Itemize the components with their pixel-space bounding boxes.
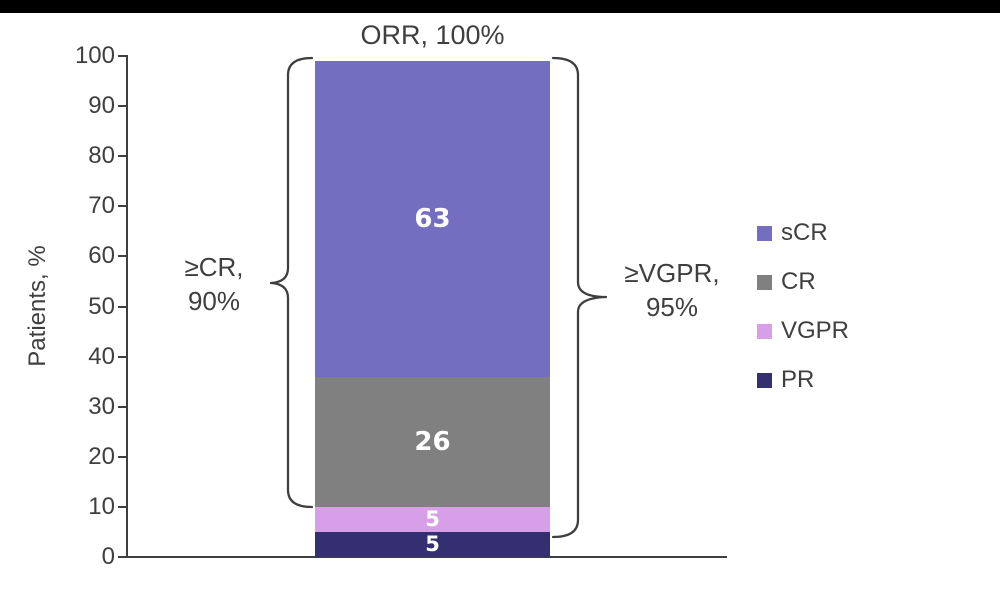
y-axis-tick-mark (118, 556, 126, 558)
bar-segment-pr: 5 (315, 531, 550, 557)
legend-label-pr: PR (781, 366, 815, 393)
y-axis-tick-label: 70 (88, 192, 115, 220)
legend-label-scr: sCR (781, 219, 828, 246)
annotation-ge-vgpr-line2: 95% (645, 292, 699, 322)
legend-swatch-pr (757, 372, 772, 388)
y-axis-tick-label: 60 (88, 242, 115, 270)
y-axis-tick-mark (118, 55, 126, 57)
x-axis-line (126, 556, 727, 558)
annotation-ge-cr-line2: 90% (187, 286, 241, 316)
bar-segment-scr: 63 (315, 61, 550, 377)
legend-item-vgpr: VGPR (757, 317, 850, 344)
y-axis-tick-mark (118, 305, 126, 308)
y-axis-tick-mark (118, 355, 126, 358)
y-axis-tick-mark (118, 155, 126, 158)
left-brace (269, 56, 314, 509)
legend: sCR CR VGPR PR (757, 219, 850, 418)
y-axis-tick-mark (118, 255, 126, 258)
y-axis-tick-label: 50 (88, 292, 115, 320)
annotation-ge-cr: ≥CR, 90% (158, 250, 270, 318)
y-axis-line (126, 55, 128, 558)
bar-segment-cr: 26 (315, 376, 550, 507)
stacked-bar: 63 26 5 5 (315, 56, 550, 557)
annotation-ge-vgpr: ≥VGPR, 95% (602, 256, 742, 324)
y-axis-tick-mark (118, 405, 126, 408)
letterbox-top-bar (0, 0, 1000, 13)
legend-label-vgpr: VGPR (781, 317, 850, 344)
y-axis-tick-label: 100 (74, 42, 115, 69)
y-axis-tick-label: 80 (88, 142, 115, 170)
y-axis-tick-label: 20 (88, 442, 115, 470)
legend-swatch-cr (757, 274, 772, 290)
legend-item-cr: CR (757, 268, 849, 295)
bar-segment-vgpr: 5 (315, 506, 550, 532)
y-axis-tick-mark (118, 455, 126, 458)
y-axis-tick-mark (118, 505, 126, 508)
y-axis-tick-label: 40 (88, 342, 115, 370)
legend-item-pr: PR (757, 366, 849, 393)
y-axis-tick-label: 0 (101, 543, 115, 570)
legend-item-scr: sCR (757, 219, 849, 246)
annotation-ge-vgpr-line1: ≥VGPR, (624, 258, 720, 288)
y-axis-tick-label: 30 (88, 392, 115, 420)
legend-swatch-scr (757, 225, 772, 241)
legend-swatch-vgpr (757, 323, 772, 339)
bar-segment-scr-value: 63 (414, 203, 451, 234)
bar-segment-vgpr-value: 5 (425, 506, 440, 531)
y-axis-tick-mark (118, 105, 126, 108)
legend-label-cr: CR (781, 268, 816, 295)
annotation-ge-cr-line1: ≥CR, (184, 252, 244, 282)
y-axis-tick-mark (118, 205, 126, 208)
right-brace (551, 56, 608, 539)
y-axis-tick-label: 10 (88, 492, 115, 520)
bar-segment-cr-value: 26 (414, 426, 451, 457)
bar-segment-pr-value: 5 (425, 531, 440, 556)
chart-title: ORR, 100% (360, 20, 505, 50)
y-axis-tick-label: 90 (88, 92, 115, 120)
